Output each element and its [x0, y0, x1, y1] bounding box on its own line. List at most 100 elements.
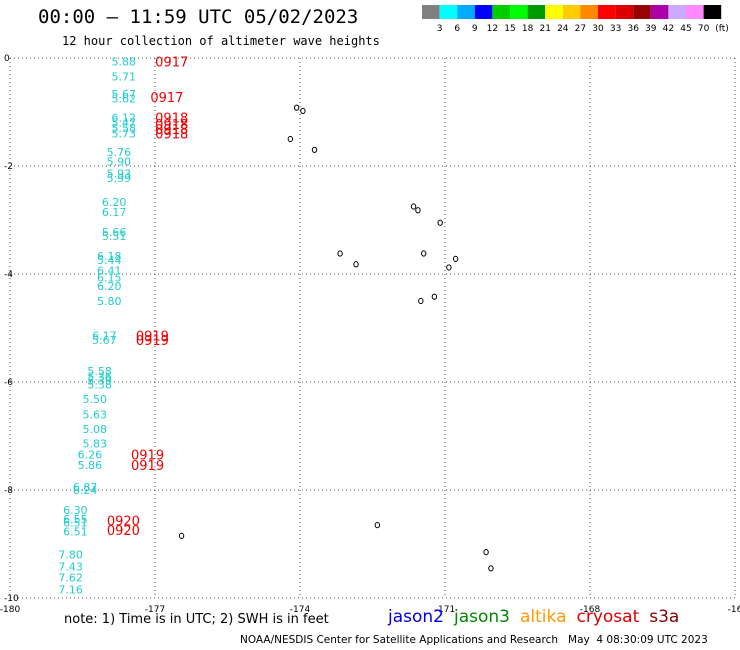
satellite-label-jason2: jason2: [388, 607, 444, 627]
swh-label: 6.26: [78, 448, 103, 461]
swh-label: 6.17: [102, 206, 127, 219]
x-tick-label: -168: [580, 605, 601, 615]
legend-swatch: [492, 5, 510, 19]
legend-swatch: [633, 5, 651, 19]
legend-swatch: [650, 5, 669, 19]
x-tick-label: -174: [290, 605, 311, 615]
legend-label: 24: [557, 24, 569, 34]
swh-label: 6.24: [73, 484, 98, 497]
legend-swatch: [439, 5, 458, 19]
legend-swatch: [527, 5, 546, 19]
time-label: 0917: [155, 56, 188, 71]
island-outline: [178, 532, 185, 540]
swh-label: 5.50: [83, 393, 108, 406]
island-outline: [446, 264, 452, 271]
swh-label: 5.80: [97, 295, 122, 308]
legend-label: 12: [487, 24, 498, 34]
swh-label: 6.17: [92, 329, 117, 342]
legend-label: 70: [698, 24, 710, 34]
legend-swatch: [545, 5, 563, 19]
time-label: 0918: [155, 123, 188, 138]
legend-label: 45: [680, 24, 691, 34]
swh-label: 5.08: [83, 423, 108, 436]
time-label: 0919: [131, 448, 164, 463]
swh-label: 5.88: [112, 56, 137, 69]
swh-label: 5.63: [83, 408, 108, 421]
y-tick-label: 0: [4, 54, 10, 64]
island-outline: [374, 522, 381, 529]
swh-label: 5.93: [107, 167, 131, 180]
swh-label: 6.20: [102, 196, 127, 209]
legend-label: 18: [522, 24, 534, 34]
legend-swatch: [668, 5, 686, 19]
legend-swatch: [615, 5, 634, 19]
footnote: note: 1) Time is in UTC; 2) SWH is in fe…: [64, 612, 329, 627]
swh-label: 5.73: [112, 128, 137, 141]
island-outline: [287, 135, 294, 143]
swh-label: 5.58: [87, 365, 112, 378]
legend-label: 21: [539, 24, 550, 34]
legend-swatch: [422, 5, 440, 19]
swh-label: 5.90: [107, 156, 131, 169]
legend-swatch: [580, 5, 598, 19]
legend-label: 33: [610, 24, 621, 34]
island-outline: [483, 549, 489, 556]
legend-label: 15: [504, 24, 515, 34]
x-tick-label: -177: [145, 605, 165, 615]
legend-swatch: [562, 5, 581, 19]
y-tick-label: -10: [4, 594, 19, 604]
swh-label: 5.39: [87, 374, 112, 387]
legend-label: 36: [627, 24, 639, 34]
swh-label: 5.86: [78, 459, 103, 472]
y-tick-label: -6: [4, 378, 13, 388]
swh-label: 5.67: [112, 88, 137, 101]
time-label: 0917: [150, 91, 183, 106]
legend-label: 3: [437, 24, 443, 34]
island-outline: [437, 219, 443, 226]
island-outline: [452, 255, 459, 262]
time-label: 0920: [107, 524, 140, 539]
time-label: 0919: [136, 329, 169, 344]
time-label: 0918: [155, 118, 188, 133]
swh-label: 6.55: [63, 513, 88, 526]
swh-label: 5.66: [102, 226, 127, 239]
x-tick-label: -171: [435, 605, 455, 615]
legend-swatch: [703, 5, 722, 19]
legend-label: 39: [645, 24, 657, 34]
time-label: 0918: [155, 111, 188, 126]
satellite-label-cryosat: cryosat: [576, 607, 640, 627]
swh-label: 7.62: [58, 571, 82, 584]
legend-label: 9: [472, 24, 478, 34]
satellite-label-altika: altika: [520, 607, 567, 627]
legend-swatch: [686, 5, 704, 19]
swh-label: 5.67: [92, 334, 117, 347]
legend-label: 42: [663, 24, 674, 34]
swh-label: 5.36: [87, 371, 112, 384]
swh-label: 6.51: [63, 516, 88, 529]
swh-label: 7.16: [58, 583, 82, 596]
island-outline: [293, 104, 300, 111]
x-tick-label: -16: [728, 605, 740, 615]
time-label: 0920: [107, 515, 140, 530]
swh-label: 5.51: [102, 230, 127, 243]
swh-label: 7.43: [58, 561, 82, 574]
island-outline: [431, 293, 438, 300]
swh-label: 6.18: [97, 250, 122, 263]
chart-subtitle: 12 hour collection of altimeter wave hei…: [62, 34, 380, 48]
island-outline: [337, 250, 343, 257]
legend-swatch: [474, 5, 493, 19]
swh-label: 5.76: [107, 146, 131, 159]
satellite-label-jason3: jason3: [454, 607, 510, 627]
legend-label: 27: [575, 24, 586, 34]
legend-swatch: [457, 5, 475, 19]
swh-label: 6.51: [63, 526, 88, 539]
y-tick-label: -8: [4, 486, 13, 496]
time-label: 0918: [155, 128, 188, 143]
swh-label: 6.15: [97, 272, 122, 285]
swh-label: 5.83: [83, 437, 108, 450]
chart-title: 00:00 – 11:59 UTC 05/02/2023: [38, 6, 359, 28]
swh-label: 7.80: [58, 549, 82, 562]
swh-label: 5.58: [112, 122, 137, 135]
swh-label: 6.30: [63, 504, 88, 517]
swh-label: 6.20: [97, 280, 122, 293]
